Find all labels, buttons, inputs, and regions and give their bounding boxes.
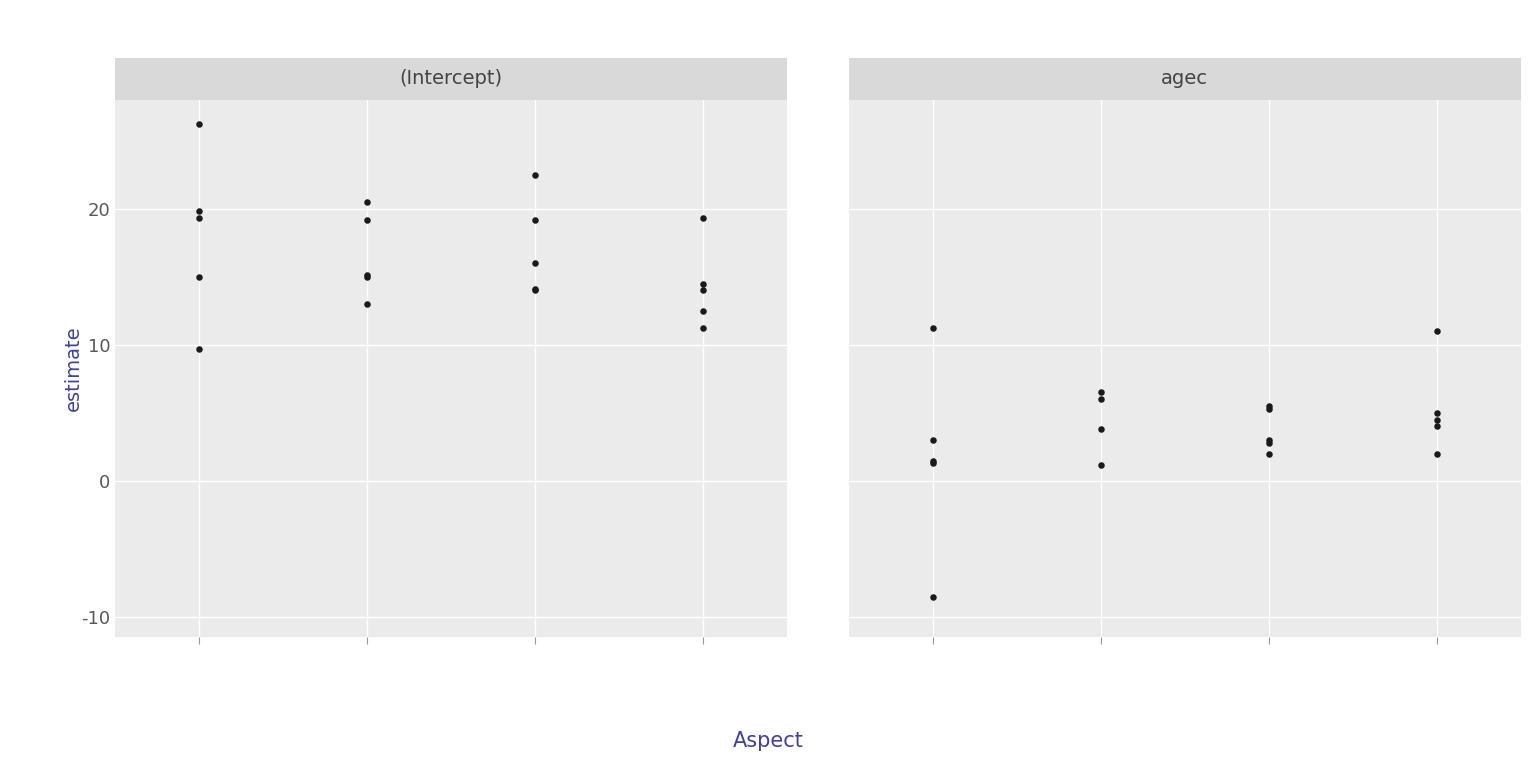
Point	[187, 205, 212, 217]
Point	[691, 305, 716, 317]
Point	[187, 212, 212, 224]
Point	[920, 323, 945, 335]
Point	[1424, 413, 1448, 425]
Point	[522, 257, 547, 270]
Point	[355, 270, 379, 282]
Point	[1089, 458, 1114, 471]
Point	[355, 298, 379, 310]
Point	[522, 168, 547, 180]
Point	[187, 118, 212, 131]
Point	[1089, 386, 1114, 399]
Point	[522, 214, 547, 226]
Point	[691, 284, 716, 296]
Point	[1256, 402, 1281, 415]
Point	[522, 283, 547, 295]
Point	[355, 270, 379, 283]
Point	[1256, 448, 1281, 460]
Point	[1424, 325, 1448, 337]
Point	[1256, 437, 1281, 449]
Point	[522, 284, 547, 296]
Point	[1256, 434, 1281, 446]
Point	[1424, 448, 1448, 460]
Point	[691, 277, 716, 290]
Point	[920, 457, 945, 469]
Point	[1089, 423, 1114, 435]
Y-axis label: estimate: estimate	[63, 326, 83, 412]
Point	[1424, 407, 1448, 419]
Point	[355, 214, 379, 226]
Point	[920, 591, 945, 603]
Point	[1256, 400, 1281, 412]
Point	[355, 196, 379, 208]
Point	[187, 343, 212, 355]
Point	[691, 212, 716, 224]
Text: agec: agec	[1161, 69, 1209, 88]
Text: Aspect: Aspect	[733, 731, 803, 751]
Point	[920, 434, 945, 446]
Point	[1424, 420, 1448, 432]
Point	[920, 455, 945, 467]
Point	[691, 323, 716, 335]
Text: (Intercept): (Intercept)	[399, 69, 502, 88]
Point	[187, 270, 212, 283]
Point	[1089, 393, 1114, 406]
